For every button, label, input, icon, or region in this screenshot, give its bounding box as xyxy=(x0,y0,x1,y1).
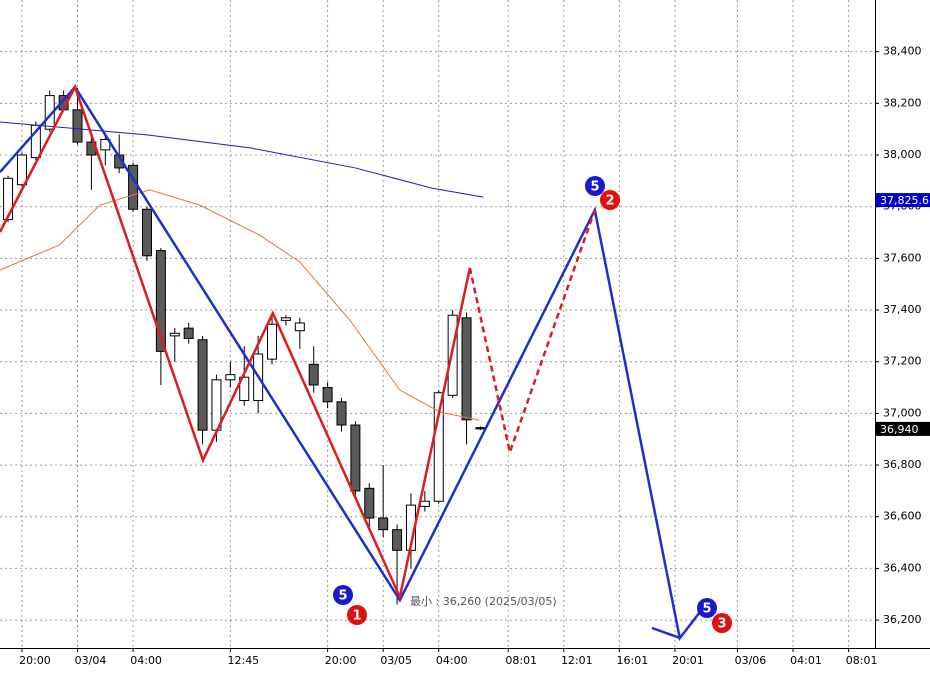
candle-body xyxy=(392,529,403,551)
y-tick-label: 38,200 xyxy=(883,96,922,109)
candle-body xyxy=(447,314,458,396)
candle-body xyxy=(322,387,333,403)
candle-body xyxy=(461,317,472,421)
badge-circle xyxy=(697,598,717,618)
x-tick-label: 03/05 xyxy=(380,654,412,667)
x-tick-label: 20:00 xyxy=(19,654,51,667)
overlay-line xyxy=(0,84,701,642)
candle-body xyxy=(294,322,305,332)
y-tick-label: 37,200 xyxy=(883,355,922,368)
price-label: 36,940 xyxy=(880,423,919,436)
badge: 5 xyxy=(590,180,599,195)
x-tick-label: 12:01 xyxy=(561,654,593,667)
candle-body xyxy=(197,339,208,431)
candle-body xyxy=(378,517,389,531)
badge: 1 xyxy=(352,609,361,624)
badge-circle xyxy=(600,190,620,210)
y-tick-label: 36,800 xyxy=(883,458,922,471)
price-label-box xyxy=(876,193,930,208)
y-tick-label: 36,400 xyxy=(883,561,922,574)
overlay-line xyxy=(468,209,596,457)
y-tick-label: 37,400 xyxy=(883,303,922,316)
candle-body xyxy=(225,374,236,381)
candle-body xyxy=(100,139,111,151)
candle-body xyxy=(155,250,166,352)
badge: 2 xyxy=(605,194,614,209)
overlay-line xyxy=(0,83,472,602)
x-tick-label: 08:01 xyxy=(505,654,537,667)
candle-body xyxy=(267,323,278,360)
candle-body xyxy=(419,500,430,507)
candle-body xyxy=(16,154,27,186)
badge-circle xyxy=(585,176,605,196)
x-tick-label: 04:01 xyxy=(790,654,822,667)
y-tick-label: 36,600 xyxy=(883,510,922,523)
price-label: 37,825.6 xyxy=(880,194,929,207)
candle-body xyxy=(280,317,291,321)
overlay-line xyxy=(0,121,484,198)
badge: 5 xyxy=(702,602,711,617)
candle-body xyxy=(72,109,83,143)
x-tick-label: 20:01 xyxy=(672,654,704,667)
candle-body xyxy=(183,327,194,339)
badge-circle xyxy=(333,585,353,605)
plot-area xyxy=(0,0,875,648)
candle-body xyxy=(475,427,486,430)
x-tick-label: 04:00 xyxy=(130,654,162,667)
candle-body xyxy=(433,392,444,502)
x-tick-label: 03/04 xyxy=(75,654,107,667)
y-tick-label: 36,200 xyxy=(883,613,922,626)
candle-body xyxy=(336,401,347,426)
x-tick-label: 08:01 xyxy=(846,654,878,667)
x-tick-label: 03/06 xyxy=(735,654,767,667)
candle-body xyxy=(3,177,14,221)
badge-circle xyxy=(347,605,367,625)
arrow-hook xyxy=(651,626,681,640)
candle-body xyxy=(239,376,250,401)
y-tick-label: 38,000 xyxy=(883,148,922,161)
y-tick-label: 38,400 xyxy=(883,45,922,58)
candle-body xyxy=(364,487,375,519)
x-tick-label: 16:01 xyxy=(617,654,649,667)
candle-body xyxy=(141,208,152,257)
badge: 3 xyxy=(717,617,726,632)
min-annotation: 最小 : 36,260 (2025/03/05) xyxy=(410,595,557,608)
overlay-line xyxy=(0,189,480,421)
y-tick-label: 37,000 xyxy=(883,406,922,419)
candle-body xyxy=(308,363,319,386)
candle-body xyxy=(350,424,361,492)
badge: 5 xyxy=(338,589,347,604)
price-label-box xyxy=(876,421,930,436)
x-tick-label: 04:00 xyxy=(436,654,468,667)
y-tick-label: 37,600 xyxy=(883,251,922,264)
x-tick-label: 12:45 xyxy=(227,654,259,667)
x-tick-label: 20:00 xyxy=(325,654,357,667)
candle-body xyxy=(169,332,180,337)
badge-circle xyxy=(712,613,732,633)
